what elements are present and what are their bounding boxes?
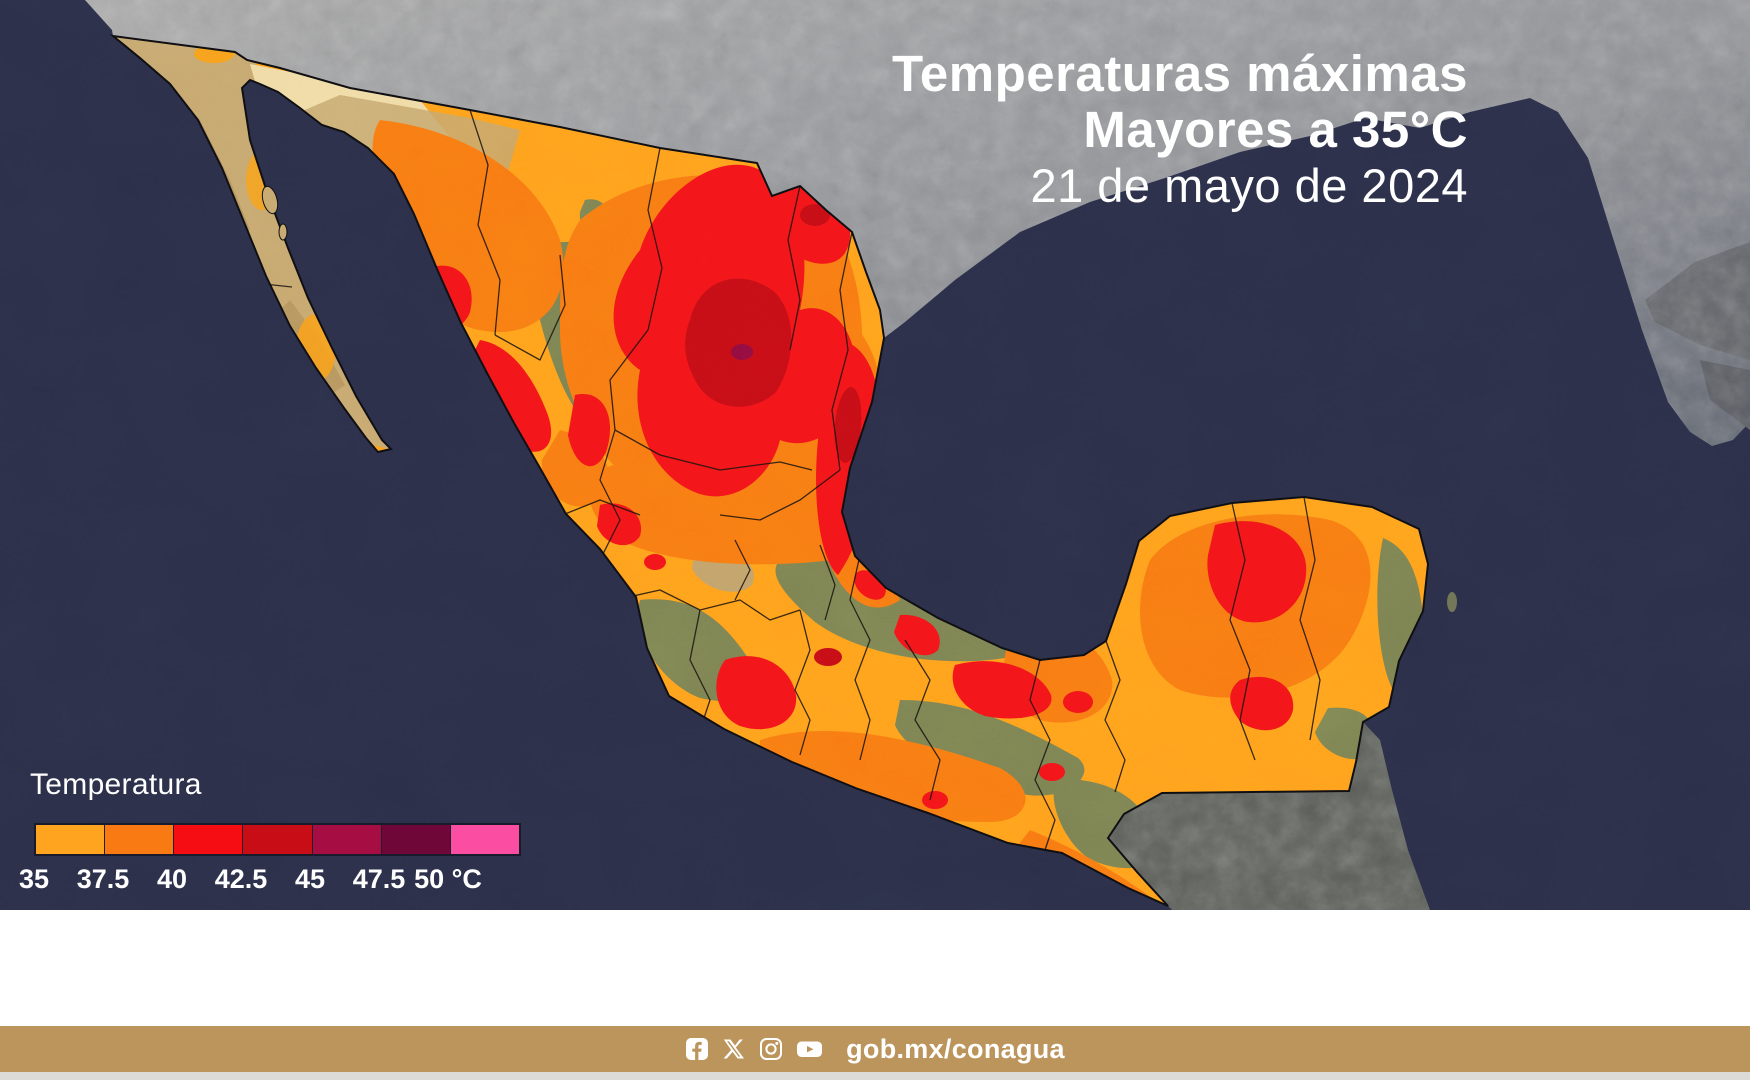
social-icons [685, 1037, 823, 1061]
map-title-line1: Temperaturas máximas [891, 45, 1468, 102]
legend-tick-label: 35 [18, 864, 50, 894]
legend-swatch [312, 825, 382, 854]
facebook-icon[interactable] [685, 1037, 709, 1061]
legend-swatch [450, 825, 519, 854]
x-icon[interactable] [722, 1037, 746, 1061]
gob-mx-url: gob.mx/conagua [846, 1033, 1065, 1064]
youtube-icon[interactable] [796, 1037, 823, 1061]
instagram-icon[interactable] [759, 1037, 783, 1061]
map-canvas [0, 0, 1750, 910]
legend-tick-label: 50 °C [414, 864, 482, 894]
temperature-legend: Temperatura 35 37.5 40 42.5 45 47.5 50 °C [19, 768, 550, 894]
social-bar: gob.mx/conagua [0, 1026, 1750, 1072]
legend-swatch [243, 825, 313, 854]
bottom-strip [0, 1072, 1750, 1080]
legend-tick-label: 42.5 [214, 864, 268, 894]
legend-ticks: 35 37.5 40 42.5 45 47.5 50 °C [19, 864, 517, 898]
weather-map: Temperaturas máximas Mayores a 35°C 21 d… [0, 0, 1750, 910]
legend-tick-label: 47.5 [352, 864, 406, 894]
map-title-line2: Mayores a 35°C [1083, 101, 1468, 158]
legend-tick-label: 45 [294, 864, 326, 894]
legend-tick-label: 37.5 [76, 864, 130, 894]
legend-tick-label: 40 [156, 864, 188, 894]
legend-swatch [36, 825, 106, 854]
legend-swatch [381, 825, 451, 854]
map-title: Temperaturas máximas Mayores a 35°C 21 d… [892, 46, 1468, 214]
legend-swatch [105, 825, 175, 854]
legend-colorbar [34, 823, 521, 856]
map-date: 21 de mayo de 2024 [1030, 159, 1468, 212]
legend-swatch [174, 825, 244, 854]
footer-logos: MEDIO AMBIENTE SECRETARÍA DE MEDIO AMBIE… [0, 910, 1750, 1026]
legend-title: Temperatura [30, 768, 202, 801]
